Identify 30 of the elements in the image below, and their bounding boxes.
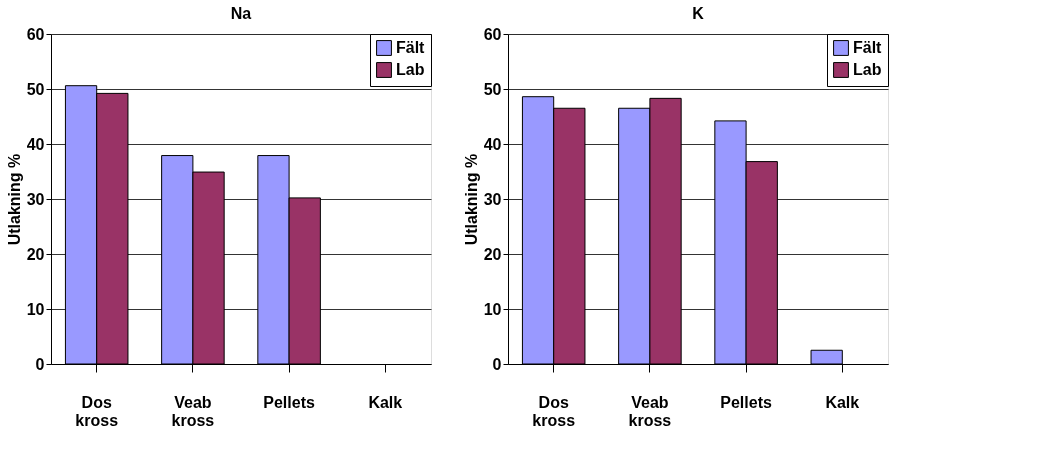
- x-tick-label: Dos kross: [75, 393, 119, 429]
- legend-label: Fält: [396, 39, 426, 56]
- y-tick-label: 0: [492, 355, 502, 373]
- legend-label: Lab: [396, 61, 425, 78]
- x-tick-label: Pellets: [263, 393, 315, 411]
- x-tick-label: Veab kross: [628, 393, 672, 429]
- y-tick-label: 30: [483, 190, 502, 208]
- chart-title: K: [692, 5, 705, 22]
- y-tick-label: 0: [35, 355, 45, 373]
- legend-label: Lab: [853, 61, 882, 78]
- y-axis-title: Utlakning %: [462, 153, 480, 246]
- y-tick-label: 50: [26, 80, 45, 98]
- x-tick-label: Dos kross: [532, 393, 576, 429]
- x-tick-label: Kalk: [825, 393, 860, 411]
- y-tick-label: 60: [26, 25, 45, 43]
- y-tick-label: 60: [483, 25, 502, 43]
- y-tick-label: 50: [483, 80, 502, 98]
- y-tick-label: 20: [26, 245, 45, 263]
- y-tick-label: 30: [26, 190, 45, 208]
- y-tick-label: 40: [483, 135, 502, 153]
- x-tick-label: Veab kross: [171, 393, 215, 429]
- y-tick-label: 10: [483, 300, 502, 318]
- y-tick-label: 10: [26, 300, 45, 318]
- x-tick-label: Pellets: [720, 393, 772, 411]
- x-tick-label: Kalk: [368, 393, 403, 411]
- y-axis-title: Utlakning %: [5, 153, 23, 246]
- chart-title: Na: [230, 5, 252, 22]
- y-tick-label: 20: [483, 245, 502, 263]
- legend-label: Fält: [853, 39, 883, 56]
- y-tick-label: 40: [26, 135, 45, 153]
